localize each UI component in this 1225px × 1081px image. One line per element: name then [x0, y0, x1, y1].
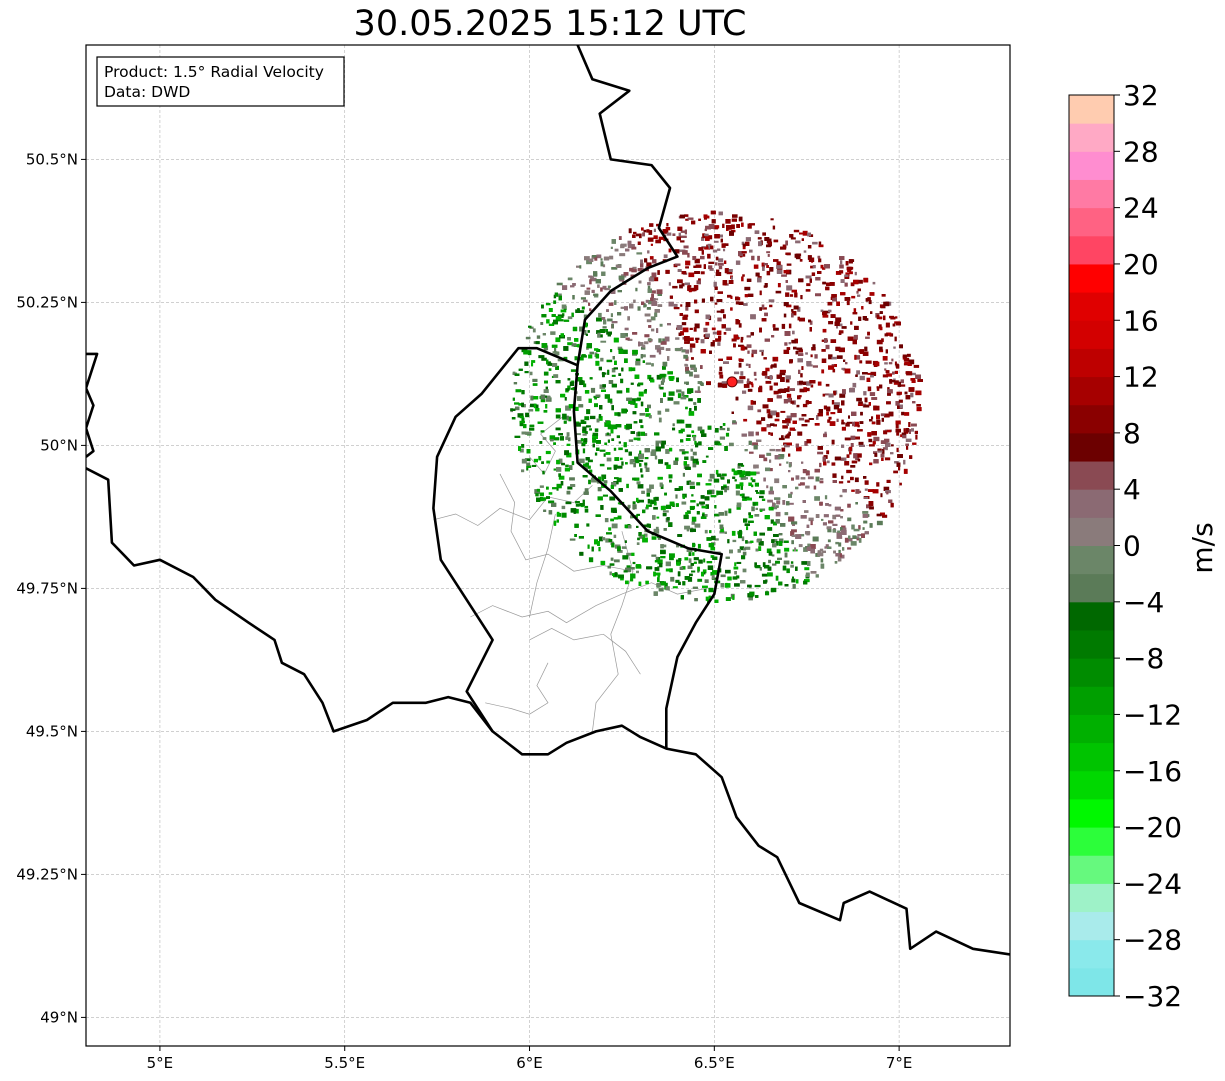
colorbar-tick-label: 16 — [1123, 304, 1159, 337]
radar-site-dot — [726, 376, 738, 388]
map-title: 30.05.2025 15:12 UTC — [353, 4, 747, 44]
colorbar-swatch — [1069, 263, 1114, 293]
lat-tick-label: 49°N — [40, 1008, 78, 1026]
country-border — [86, 467, 1010, 956]
colorbar-tick-label: −32 — [1123, 980, 1182, 1013]
longitude-ticks: 5°E 5.5°E 6°E 6.5°E 7°E — [147, 1046, 913, 1072]
colorbar-swatch — [1069, 376, 1114, 406]
lon-tick-label: 5°E — [147, 1054, 174, 1072]
radar-site-marker — [726, 376, 738, 388]
lat-tick-label: 49.25°N — [16, 865, 78, 883]
colorbar-swatch — [1069, 151, 1114, 180]
colorbar-tick-label: −16 — [1123, 755, 1182, 788]
lat-tick-label: 50°N — [40, 436, 78, 454]
colorbar-swatch — [1069, 827, 1114, 856]
colorbar-tick-label: −20 — [1123, 811, 1182, 844]
lon-tick-label: 5.5°E — [324, 1054, 365, 1072]
colorbar: −32 −28 −24 −20 −16 −12 −8 −4 0 4 8 12 16 20 24 28 32 m/… — [1068, 79, 1219, 1013]
country-border — [86, 352, 99, 458]
colorbar-swatch — [1069, 461, 1114, 490]
colorbar-swatch — [1069, 714, 1114, 744]
map-frame — [85, 44, 1011, 1047]
lon-tick-label: 7°E — [886, 1054, 913, 1072]
colorbar-swatch — [1069, 883, 1114, 913]
colorbar-tick-label: −24 — [1123, 867, 1182, 900]
colorbar-swatch — [1069, 658, 1114, 687]
colorbar-tick-label: 0 — [1123, 530, 1141, 563]
colorbar-swatch — [1069, 348, 1114, 378]
colorbar-swatch — [1069, 629, 1114, 659]
colorbar-swatch — [1069, 123, 1114, 152]
colorbar-swatch — [1069, 601, 1114, 631]
colorbar-swatch — [1069, 95, 1114, 124]
colorbar-tick-label: 24 — [1123, 192, 1159, 225]
colorbar-tick-label: 32 — [1123, 79, 1159, 112]
info-data-source: Data: DWD — [104, 83, 190, 101]
colorbar-tick-label: 20 — [1123, 248, 1159, 281]
admin-boundary — [592, 531, 634, 732]
colorbar-tick-label: 12 — [1123, 361, 1159, 394]
colorbar-tick-label: 28 — [1123, 135, 1159, 168]
country-border — [572, 45, 723, 749]
country-border — [432, 346, 579, 733]
colorbar-swatch — [1069, 432, 1114, 462]
colorbar-swatch — [1069, 742, 1114, 772]
colorbar-swatch — [1069, 207, 1114, 237]
colorbar-swatch — [1069, 489, 1114, 518]
admin-boundary — [529, 628, 641, 675]
colorbar-swatch — [1069, 798, 1114, 828]
admin-boundary — [485, 662, 549, 715]
lat-tick-label: 50.5°N — [26, 150, 78, 168]
admin-boundary — [529, 416, 564, 475]
colorbar-swatch — [1069, 320, 1114, 349]
latitude-ticks: 49°N 49.25°N 49.5°N 49.75°N 50°N 50.25°N 50.5°… — [16, 150, 86, 1026]
colorbar-swatches — [1069, 95, 1114, 997]
colorbar-swatch — [1069, 855, 1114, 884]
colorbar-tick-label: −12 — [1123, 698, 1182, 731]
colorbar-tick-label: 4 — [1123, 473, 1141, 506]
radar-echoes — [510, 210, 923, 603]
colorbar-swatch — [1069, 911, 1114, 941]
colorbar-swatch — [1069, 573, 1114, 603]
colorbar-swatch — [1069, 686, 1114, 715]
colorbar-tick-label: 8 — [1123, 417, 1141, 450]
lat-tick-label: 49.75°N — [16, 579, 78, 597]
colorbar-ticks: −32 −28 −24 −20 −16 −12 −8 −4 0 4 8 12 16 20 24 28 32 — [1114, 79, 1182, 1013]
colorbar-swatch — [1069, 939, 1114, 969]
lon-tick-label: 6.5°E — [694, 1054, 735, 1072]
info-box: Product: 1.5° Radial Velocity Data: DWD — [96, 56, 345, 107]
admin-boundary — [499, 473, 634, 572]
colorbar-tick-label: −8 — [1123, 642, 1164, 675]
colorbar-label: m/s — [1186, 522, 1219, 573]
colorbar-swatch — [1069, 404, 1114, 434]
admin-boundary — [529, 513, 556, 618]
colorbar-tick-label: −28 — [1123, 924, 1182, 957]
info-product: Product: 1.5° Radial Velocity — [104, 63, 324, 81]
colorbar-tick-label: −4 — [1123, 586, 1164, 619]
colorbar-swatch — [1069, 235, 1114, 265]
colorbar-swatch — [1069, 179, 1114, 209]
lat-tick-label: 50.25°N — [16, 293, 78, 311]
colorbar-swatch — [1069, 770, 1114, 800]
colorbar-swatch — [1069, 292, 1114, 321]
gridlines — [86, 45, 1010, 1046]
country-borders — [86, 45, 1010, 956]
colorbar-swatch — [1069, 545, 1114, 575]
colorbar-swatch — [1069, 967, 1114, 997]
lon-tick-label: 6°E — [516, 1054, 543, 1072]
colorbar-swatch — [1069, 517, 1114, 546]
lat-tick-label: 49.5°N — [26, 722, 78, 740]
